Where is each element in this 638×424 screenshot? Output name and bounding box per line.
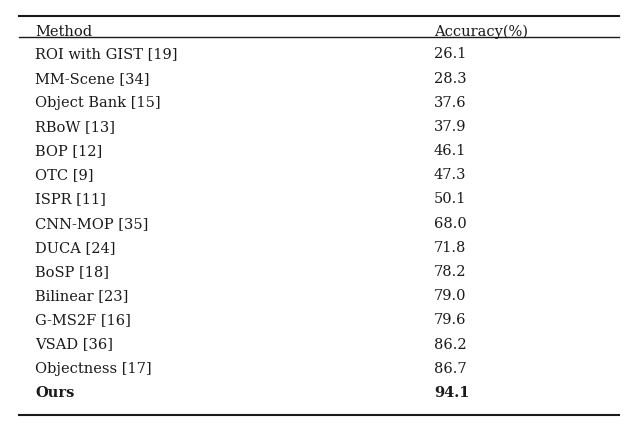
Text: OTC [9]: OTC [9] — [35, 168, 94, 182]
Text: 47.3: 47.3 — [434, 168, 466, 182]
Text: DUCA [24]: DUCA [24] — [35, 241, 115, 255]
Text: ROI with GIST [19]: ROI with GIST [19] — [35, 47, 177, 61]
Text: Accuracy(%): Accuracy(%) — [434, 25, 528, 39]
Text: G-MS2F [16]: G-MS2F [16] — [35, 313, 131, 327]
Text: 37.6: 37.6 — [434, 96, 466, 110]
Text: Object Bank [15]: Object Bank [15] — [35, 96, 161, 110]
Text: 86.7: 86.7 — [434, 362, 466, 376]
Text: VSAD [36]: VSAD [36] — [35, 338, 113, 351]
Text: 71.8: 71.8 — [434, 241, 466, 255]
Text: Bilinear [23]: Bilinear [23] — [35, 289, 128, 303]
Text: 94.1: 94.1 — [434, 386, 470, 400]
Text: 26.1: 26.1 — [434, 47, 466, 61]
Text: RBoW [13]: RBoW [13] — [35, 120, 115, 134]
Text: 79.0: 79.0 — [434, 289, 466, 303]
Text: 28.3: 28.3 — [434, 72, 466, 86]
Text: 68.0: 68.0 — [434, 217, 466, 231]
Text: 50.1: 50.1 — [434, 192, 466, 206]
Text: ISPR [11]: ISPR [11] — [35, 192, 106, 206]
Text: 46.1: 46.1 — [434, 144, 466, 158]
Text: 78.2: 78.2 — [434, 265, 466, 279]
Text: Method: Method — [35, 25, 93, 39]
Text: Ours: Ours — [35, 386, 75, 400]
Text: 86.2: 86.2 — [434, 338, 466, 351]
Text: Objectness [17]: Objectness [17] — [35, 362, 152, 376]
Text: BOP [12]: BOP [12] — [35, 144, 102, 158]
Text: MM-Scene [34]: MM-Scene [34] — [35, 72, 149, 86]
Text: BoSP [18]: BoSP [18] — [35, 265, 109, 279]
Text: CNN-MOP [35]: CNN-MOP [35] — [35, 217, 149, 231]
Text: 79.6: 79.6 — [434, 313, 466, 327]
Text: 37.9: 37.9 — [434, 120, 466, 134]
